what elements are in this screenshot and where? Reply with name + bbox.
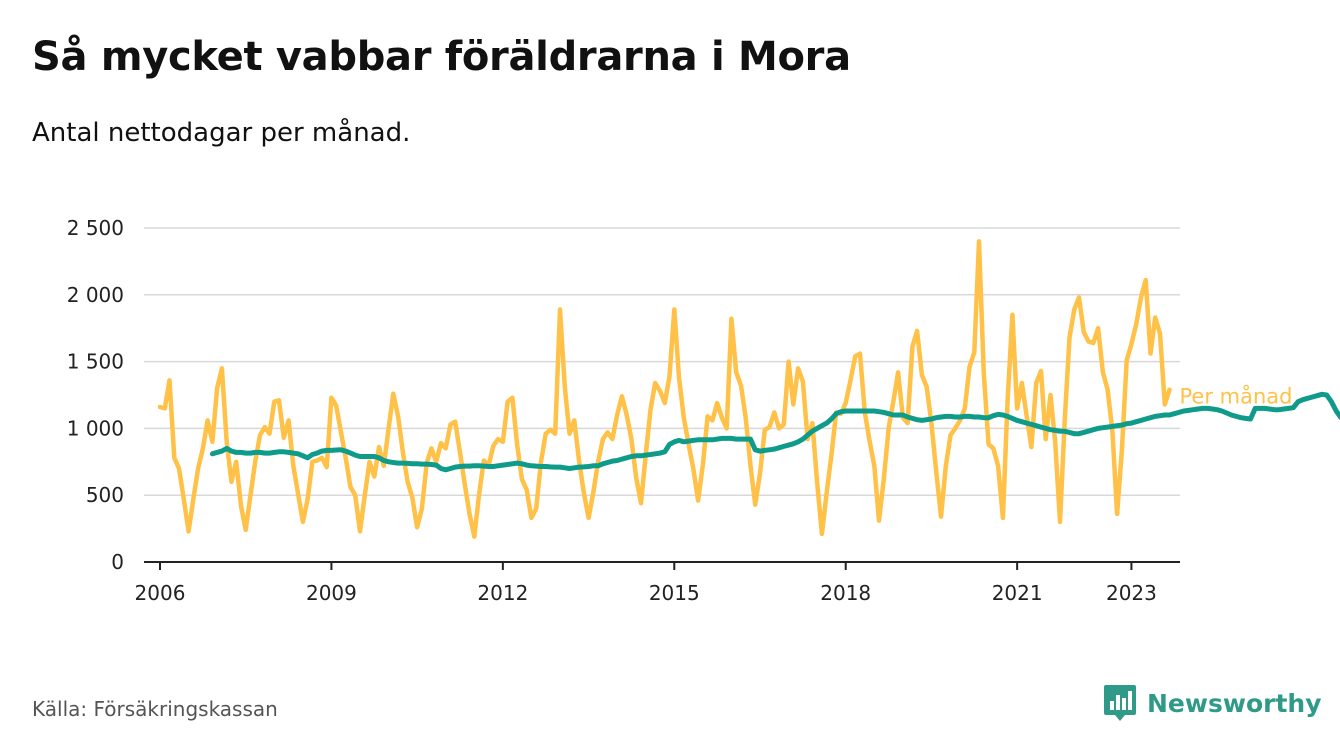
x-tick-label: 2009: [306, 581, 357, 605]
y-tick-label: 0: [111, 550, 124, 574]
y-tick-label: 1 000: [67, 416, 124, 440]
trend-line: [209, 391, 1340, 473]
y-axis-ticks: 0 500 1 000 1 500 2 000 2 500: [67, 216, 124, 574]
y-tick-label: 2 500: [67, 216, 124, 240]
brand-logo-block[interactable]: Newsworthy: [1103, 683, 1322, 723]
bar-chart-speech-bubble-icon: [1104, 685, 1136, 721]
monthly-line: [157, 239, 1172, 539]
x-tick-label: 2006: [135, 581, 186, 605]
label-per-manad: Per månad: [1180, 384, 1293, 409]
chart-lines: [157, 239, 1340, 539]
brand-name: Newsworthy: [1147, 688, 1322, 718]
x-axis: 2006 2009 2012 2015 2018 2021 2023: [135, 561, 1180, 605]
y-tick-label: 500: [86, 483, 124, 507]
x-tick-label: 2021: [992, 581, 1043, 605]
x-tick-label: 2023: [1106, 581, 1157, 605]
page-title: Så mycket vabbar föräldrarna i Mora: [32, 34, 851, 80]
page-subtitle: Antal nettodagar per månad.: [32, 118, 411, 148]
source-note: Källa: Försäkringskassan: [32, 697, 278, 721]
x-tick-label: 2015: [649, 581, 700, 605]
y-tick-label: 2 000: [67, 283, 124, 307]
series-labels: Per månadTrend: [1180, 384, 1293, 409]
x-tick-label: 2012: [477, 581, 528, 605]
x-tick-label: 2018: [820, 581, 871, 605]
y-tick-label: 1 500: [67, 350, 124, 374]
